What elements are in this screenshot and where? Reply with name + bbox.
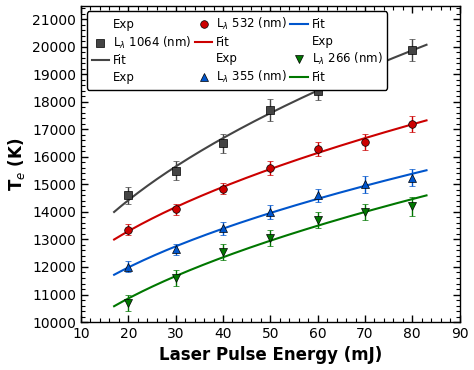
X-axis label: Laser Pulse Energy (mJ): Laser Pulse Energy (mJ) xyxy=(159,346,382,364)
Y-axis label: T$_e$ (K): T$_e$ (K) xyxy=(6,137,27,191)
Legend: Exp, L$_\lambda$ 1064 (nm), Fit, Exp, L$_\lambda$ 532 (nm), Fit, Exp, L$_\lambda: Exp, L$_\lambda$ 1064 (nm), Fit, Exp, L$… xyxy=(87,11,387,90)
